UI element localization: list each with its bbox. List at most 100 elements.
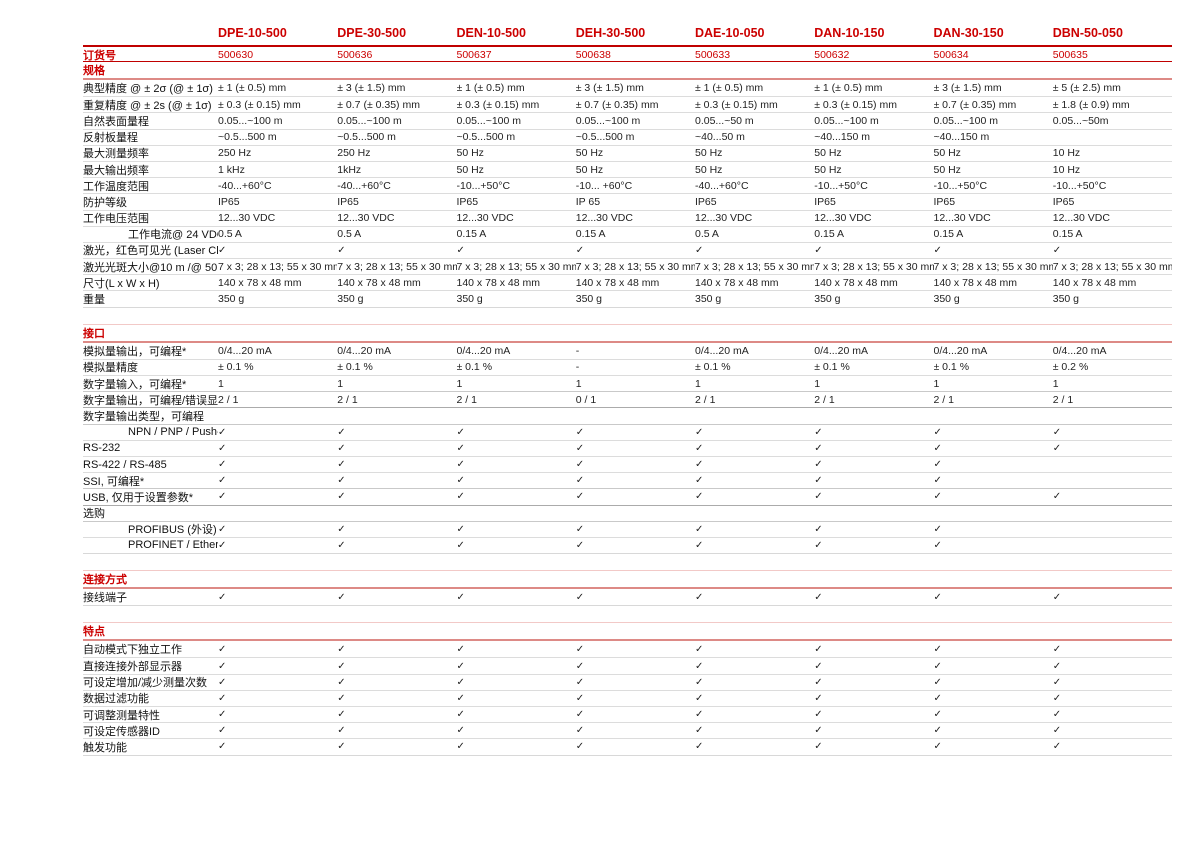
check-icon: ✓ (456, 660, 465, 672)
cell-value: ± 0.2 % (1052, 361, 1089, 374)
cell-value: 2 / 1 (695, 393, 716, 406)
cell-value: IP65 (695, 195, 717, 208)
spec-sections: 规格 典型精度 @ ± 2σ (@ ± 1σ) ± 1 (± 0.5) mm ± 3 … (83, 62, 1172, 756)
order-number: 500635 (1052, 49, 1088, 61)
check-icon: ✓ (933, 643, 942, 655)
check-icon: ✓ (814, 539, 823, 551)
check-icon: ✓ (814, 491, 823, 503)
row-label: 工作温度范围 (83, 180, 149, 193)
cell-value: 1 (218, 377, 224, 390)
table-row: 工作温度范围 -40...+60°C -40...+60°C -10...+50°C -… (83, 177, 1172, 193)
check-icon: ✓ (575, 459, 585, 471)
check-icon: ✓ (456, 475, 465, 487)
row-label: 选购 (83, 508, 105, 521)
check-icon: ✓ (337, 725, 346, 737)
check-icon: ✓ (933, 741, 942, 753)
row-label: 最大输出频率 (83, 164, 149, 177)
cell-value: IP65 (933, 195, 956, 208)
cell-value: 12...30 VDC (1052, 212, 1110, 225)
cell-value: ± 3 (± 1.5) mm (337, 82, 406, 95)
check-icon: ✓ (1052, 643, 1062, 655)
check-icon: ✓ (456, 676, 465, 688)
cell-value: -10... +60°C (575, 179, 633, 192)
row-label: 最大测量频率 (83, 148, 149, 161)
cell-value: -10...+50°C (1052, 179, 1107, 192)
row-label: 防护等级 (83, 196, 127, 209)
check-icon: ✓ (218, 475, 227, 487)
check-icon: ✓ (814, 523, 823, 535)
check-icon: ✓ (933, 692, 942, 704)
cell-value: ~40...150 m (814, 131, 870, 144)
check-icon: ✓ (337, 643, 346, 655)
check-icon: ✓ (337, 660, 346, 672)
cell-value: 350 g (575, 293, 603, 306)
cell-value: ± 1 (± 0.5) mm (814, 82, 883, 95)
cell-value: ± 0.7 (± 0.35) mm (575, 98, 659, 111)
cell-value: 7 x 3; 28 x 13; 55 x 30 mm (456, 260, 576, 273)
cell-value: ± 3 (± 1.5) mm (933, 82, 1002, 95)
cell-value: 50 Hz (695, 163, 723, 176)
table-row: RS-232 ✓ ✓ ✓ ✓ ✓ ✓ ✓ ✓ (83, 439, 1172, 456)
row-label: 数字量输出类型，可编程 (83, 410, 204, 423)
cell-value: 7 x 3; 28 x 13; 55 x 30 mm (337, 260, 457, 273)
check-icon: ✓ (933, 459, 942, 471)
check-icon: ✓ (933, 660, 942, 672)
cell-value: 7 x 3; 28 x 13; 55 x 30 mm (1052, 260, 1172, 273)
cell-value: ± 0.3 (± 0.15) mm (814, 98, 897, 111)
check-icon: ✓ (695, 244, 704, 256)
row-label: 可调整测量特性 (83, 709, 160, 722)
check-icon: ✓ (337, 709, 346, 721)
cell-value: 0.5 A (218, 228, 242, 241)
row-label: 激光光斑大小@10 m /@ 50 m (83, 261, 218, 274)
table-row: 工作电压范围 12...30 VDC 12...30 VDC 12...30 VDC 1… (83, 209, 1172, 226)
check-icon: ✓ (337, 491, 346, 503)
check-icon: ✓ (456, 709, 465, 721)
cell-value: 0.05...~100 m (337, 114, 402, 127)
check-icon: ✓ (456, 426, 465, 438)
check-icon: ✓ (456, 591, 465, 603)
cell-value: ~40...150 m (933, 131, 990, 144)
cell-value: ± 1 (± 0.5) mm (456, 82, 525, 95)
check-icon: ✓ (814, 660, 823, 672)
table-row: 模拟量精度 ± 0.1 % ± 0.1 % ± 0.1 % - ± 0.1 % ± 0.1 … (83, 358, 1172, 375)
row-label: 可设定增加/减少测量次数 (83, 677, 208, 690)
cell-value: 140 x 78 x 48 mm (1052, 276, 1137, 289)
cell-value: 12...30 VDC (575, 212, 633, 225)
check-icon: ✓ (933, 539, 942, 551)
table-row: SSI, 可编程* ✓ ✓ ✓ ✓ ✓ ✓ ✓ (83, 472, 1172, 488)
check-icon: ✓ (814, 459, 823, 471)
check-icon: ✓ (814, 643, 823, 655)
check-icon: ✓ (814, 741, 823, 753)
cell-value: ± 0.1 % (695, 361, 731, 374)
check-icon: ✓ (575, 725, 585, 737)
check-icon: ✓ (575, 442, 585, 454)
cell-value: - (575, 344, 580, 357)
row-label: RS-422 / RS-485 (83, 458, 167, 471)
section-rows: 典型精度 @ ± 2σ (@ ± 1σ) ± 1 (± 0.5) mm ± 3 (±… (83, 80, 1172, 308)
cell-value: IP 65 (575, 195, 601, 208)
row-label: 接线端子 (83, 592, 127, 605)
check-icon: ✓ (575, 491, 585, 503)
cell-value: 0.05...~100 m (218, 114, 283, 127)
check-icon: ✓ (1052, 725, 1062, 737)
check-icon: ✓ (814, 725, 823, 737)
check-icon: ✓ (1052, 709, 1062, 721)
check-icon: ✓ (337, 676, 346, 688)
cell-value: 140 x 78 x 48 mm (695, 276, 779, 289)
check-icon: ✓ (814, 709, 823, 721)
cell-value: -10...+50°C (814, 179, 868, 192)
table-row: 数字量输出，可编程/错误显示*2 / 12 / 12 / 10 / 12 / 1… (83, 391, 1172, 407)
cell-value: 2 / 1 (1052, 393, 1074, 406)
row-label: PROFINET / EtherNet/IP / EtherCAT (128, 539, 218, 552)
cell-value: 0/4...20 mA (933, 344, 988, 357)
check-icon: ✓ (337, 741, 346, 753)
cell-value: 50 Hz (575, 147, 604, 160)
cell-value: 0.15 A (1052, 228, 1083, 241)
check-icon: ✓ (695, 660, 704, 672)
check-icon: ✓ (575, 676, 585, 688)
cell-value: 0.05...~100 m (933, 114, 999, 127)
cell-value: ± 0.3 (± 0.15) mm (218, 98, 301, 111)
cell-value: -40...+60°C (695, 179, 749, 192)
cell-value: 12...30 VDC (456, 212, 514, 225)
cell-value: 0.15 A (456, 228, 487, 241)
